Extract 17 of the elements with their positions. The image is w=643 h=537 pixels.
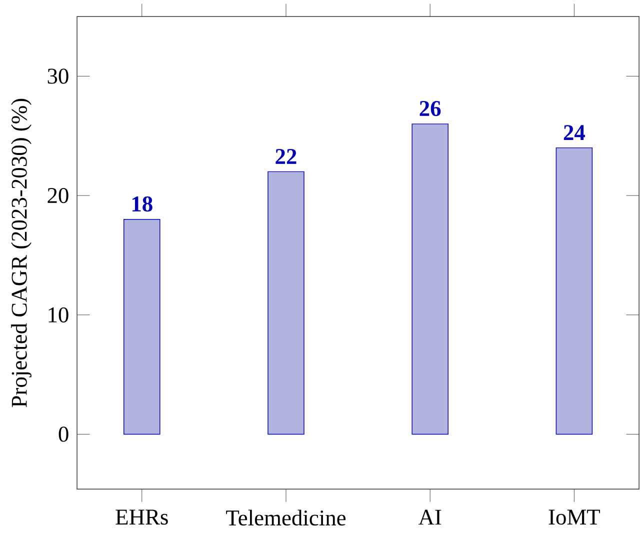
x-tick-label: IoMT <box>548 510 600 525</box>
x-tick-label: EHRs <box>116 510 168 525</box>
data-label: 24 <box>564 125 586 140</box>
bar <box>124 219 160 435</box>
bar <box>412 124 448 435</box>
y-tick-label: 20 <box>48 188 68 204</box>
y-tick-label: 30 <box>48 68 68 84</box>
x-tick-label: Telemedicine <box>226 510 346 526</box>
data-label: 18 <box>132 196 152 212</box>
bar <box>556 148 593 435</box>
bar <box>268 172 304 435</box>
data-label: 26 <box>420 101 441 116</box>
y-tick-label: 0 <box>58 426 68 442</box>
data-label: 22 <box>276 149 296 164</box>
y-tick-label: 10 <box>48 308 68 323</box>
x-tick-label: AI <box>418 510 442 525</box>
y-axis-title: Projected CAGR (2023-2030) (%) <box>11 99 32 408</box>
